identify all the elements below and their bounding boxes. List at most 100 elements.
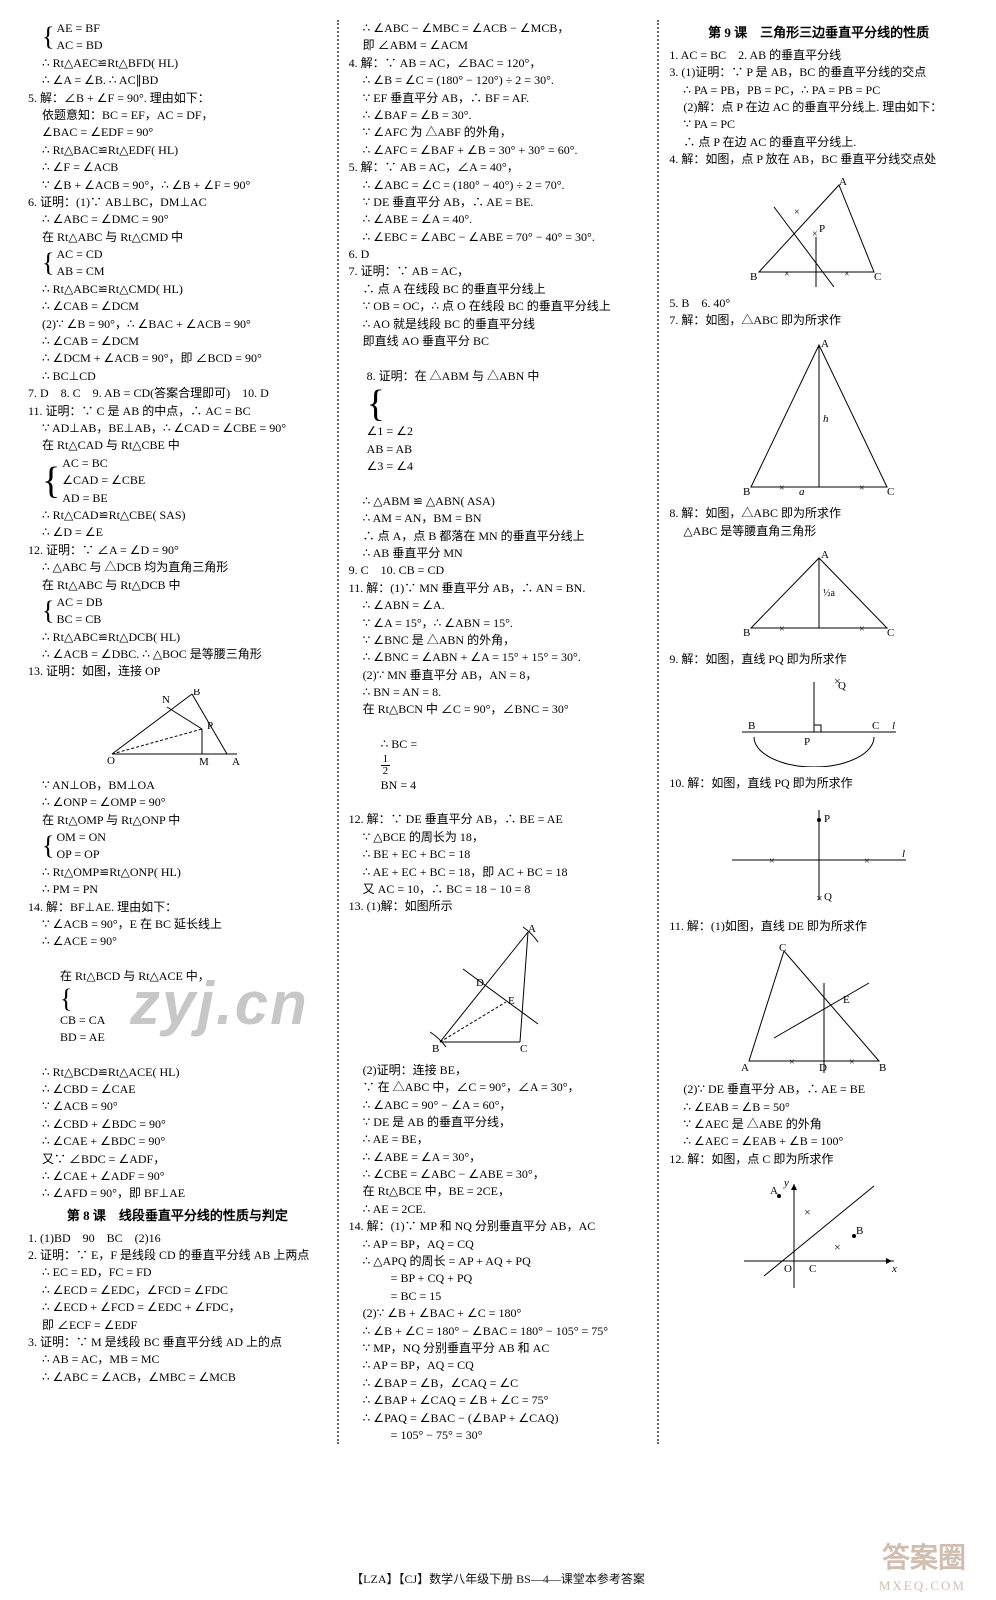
svg-text:A: A (528, 924, 536, 935)
text-line: ∴ ∠D = ∠E (28, 524, 327, 541)
text-line: ∴ ∠ACB = ∠DBC. ∴ △BOC 是等腰三角形 (28, 646, 327, 663)
svg-text:×: × (804, 1205, 811, 1219)
svg-text:P: P (819, 223, 825, 235)
column-1: { AE = BF AC = BD ∴ Rt△AEC≌Rt△BFD( HL) ∴… (18, 20, 339, 1444)
text-line: ∴ ∠ABC = 90° − ∠A = 60°， (349, 1097, 648, 1114)
text-line: (2)∵ MN 垂直平分 AB，AN = 8， (349, 667, 648, 684)
q13-head: 13. 证明：如图，连接 OP (28, 663, 327, 680)
svg-text:A: A (232, 756, 240, 768)
text-line: AD = BE (62, 490, 145, 507)
text-line: ∴ AB 垂直平分 MN (349, 545, 648, 562)
text-line: ∠3 = ∠4 (367, 458, 413, 475)
text-line: 即直线 AO 垂直平分 BC (349, 333, 648, 350)
figure-q8-diagram: A B C ½a ×× (739, 548, 899, 643)
text-line: ∵ ∠BNC 是 △ABN 的外角， (349, 632, 648, 649)
text-line: ∴ 点 P 在边 AC 的垂直平分线上. (669, 134, 968, 151)
q11-head: 11. 解：(1)∵ MN 垂直平分 AB，∴ AN = BN. (349, 580, 648, 597)
q10-head: 10. 解：如图，直线 PQ 即为所求作 (669, 775, 968, 792)
svg-text:E: E (508, 995, 515, 1007)
brace-ae-ac: { AE = BF AC = BD (28, 20, 327, 55)
text-span: BN = 4 (381, 778, 416, 792)
text-line: OP = OP (56, 846, 105, 863)
fraction-half: 1 2 (381, 754, 391, 777)
text-line: ∵ MP，NQ 分别垂直平分 AB 和 AC (349, 1340, 648, 1357)
text-line: CB = CA (60, 1012, 105, 1029)
text-line: ∴ ∠CAE + ∠BDC = 90° (28, 1133, 327, 1150)
text-line: ∴ Rt△BCD≌Rt△ACE( HL) (28, 1064, 327, 1081)
text-span: 在 Rt△BCD 与 Rt△ACE 中， (60, 969, 210, 983)
text-line: ∴ EC = ED，FC = FD (28, 1264, 327, 1281)
svg-text:×: × (834, 677, 841, 688)
q6-head: 6. 证明：(1)∵ AB⊥BC，DM⊥AC (28, 194, 327, 211)
text-line: ∴ ∠ABE = ∠A = 30°， (349, 1149, 648, 1166)
q14-head: 14. 解：(1)∵ MP 和 NQ 分别垂直平分 AB，AC (349, 1218, 648, 1235)
q11-head: 11. 解：(1)如图，直线 DE 即为所求作 (669, 918, 968, 935)
text-line: ∴ AE = BE， (349, 1131, 648, 1148)
text-line: ∴ 点 A 在线段 BC 的垂直平分线上 (349, 281, 648, 298)
text-line: ∵ AD⊥AB，BE⊥AB，∴ ∠CAD = ∠CBE = 90° (28, 420, 327, 437)
text-line: 在 Rt△CAD 与 Rt△CBE 中 (28, 437, 327, 454)
svg-text:×: × (789, 1057, 795, 1068)
text-line: AC = CD (56, 246, 104, 263)
left-brace-icon: { (42, 462, 60, 500)
svg-text:×: × (844, 269, 850, 280)
figure-q7-diagram: A B C h a ×× (739, 337, 899, 497)
s8-q1: 1. (1)BD 90 BC (2)16 (28, 1230, 327, 1247)
svg-text:A: A (821, 338, 829, 350)
text-line: ∵ ∠B + ∠ACB = 90°，∴ ∠B + ∠F = 90° (28, 177, 327, 194)
text-line: ∴ BC⊥CD (28, 368, 327, 385)
left-brace-icon: { (42, 598, 54, 624)
text-line: ∵ AN⊥OB，BM⊥OA (28, 777, 327, 794)
svg-text:B: B (748, 720, 755, 732)
svg-text:×: × (864, 856, 870, 867)
svg-text:B: B (193, 689, 200, 698)
svg-text:C: C (872, 720, 879, 732)
page-footer: 【LZA】【CJ】数学八年级下册 BS—4—课堂本参考答案 (0, 1571, 996, 1588)
text-line: ∴ △APQ 的周长 = AP + AQ + PQ (349, 1253, 648, 1270)
text-line: ∴ ∠BAP + ∠CAQ = ∠B + ∠C = 75° (349, 1392, 648, 1409)
text-line: ∵ △BCE 的周长为 18， (349, 829, 648, 846)
text-line: ∴ Rt△AEC≌Rt△BFD( HL) (28, 55, 327, 72)
q1-2: 1. AC = BC 2. AB 的垂直平分线 (669, 47, 968, 64)
svg-text:×: × (859, 624, 865, 635)
left-brace-icon: { (42, 250, 54, 276)
q12-head: 12. 证明：∵ ∠A = ∠D = 90° (28, 542, 327, 559)
text-line: ∵ DE 是 AB 的垂直平分线， (349, 1114, 648, 1131)
text-line: ∠1 = ∠2 (367, 423, 413, 440)
text-line: ∴ ∠AFD = 90°，即 BF⊥AE (28, 1185, 327, 1202)
text-line: (2)∵ ∠B = 90°，∴ ∠BAC + ∠ACB = 90° (28, 316, 327, 333)
svg-text:B: B (856, 1225, 863, 1237)
q5-6: 5. B 6. 40° (669, 295, 968, 312)
left-brace-icon: { (60, 984, 72, 1013)
text-line: ∴ ∠EBC = ∠ABC − ∠ABE = 70° − 40° = 30°. (349, 229, 648, 246)
text-line: 在 Rt△BCE 中，BE = 2CE， (349, 1183, 648, 1200)
s8-q2-head: 2. 证明：∵ E，F 是线段 CD 的垂直平分线 AB 上两点 (28, 1247, 327, 1264)
q7-head: 7. 解：如图，△ABC 即为所求作 (669, 312, 968, 329)
s8-q3-head: 3. 证明：∵ M 是线段 BC 垂直平分线 AD 上的点 (28, 1334, 327, 1351)
text-line: = 105° − 75° = 30° (349, 1427, 648, 1444)
text-line: = BP + CQ + PQ (349, 1270, 648, 1287)
svg-text:P: P (207, 720, 213, 732)
text-line: AC = BC (62, 455, 145, 472)
q8-head: 8. 证明：在 △ABM 与 △ABN 中 (367, 369, 540, 383)
svg-text:C: C (887, 627, 894, 639)
text-line: ∵ ∠AEC 是 △ABE 的外角 (669, 1116, 968, 1133)
text-line: ∵ PA = PC (669, 116, 968, 133)
text-line: ∵ ∠ACB = 90°，E 在 BC 延长线上 (28, 916, 327, 933)
text-line: ∴ Rt△CAD≌Rt△CBE( SAS) (28, 507, 327, 524)
svg-text:C: C (779, 943, 786, 954)
text-line: AB = CM (56, 263, 104, 280)
text-line: ∴ Rt△BAC≌Rt△EDF( HL) (28, 142, 327, 159)
text-line: ∴ ∠ABC = ∠C = (180° − 40°) ÷ 2 = 70°. (349, 177, 648, 194)
svg-text:×: × (794, 207, 800, 218)
svg-text:E: E (843, 994, 850, 1006)
text-line: ∴ ∠ABC = ∠DMC = 90° (28, 211, 327, 228)
q12-head: 12. 解：如图，点 C 即为所求作 (669, 1151, 968, 1168)
text-line: ∵ ∠ACB = 90° (28, 1098, 327, 1115)
text-line: ∴ ∠ABE = ∠A = 40°. (349, 211, 648, 228)
text-line: ∴ ∠BNC = ∠ABN + ∠A = 15° + 15° = 30°. (349, 649, 648, 666)
svg-text:N: N (162, 694, 170, 706)
text-line: ∵ ∠A = 15°，∴ ∠ABN = 15°. (349, 615, 648, 632)
text-line: △ABC 是等腰直角三角形 (669, 523, 968, 540)
svg-text:A: A (821, 549, 829, 561)
